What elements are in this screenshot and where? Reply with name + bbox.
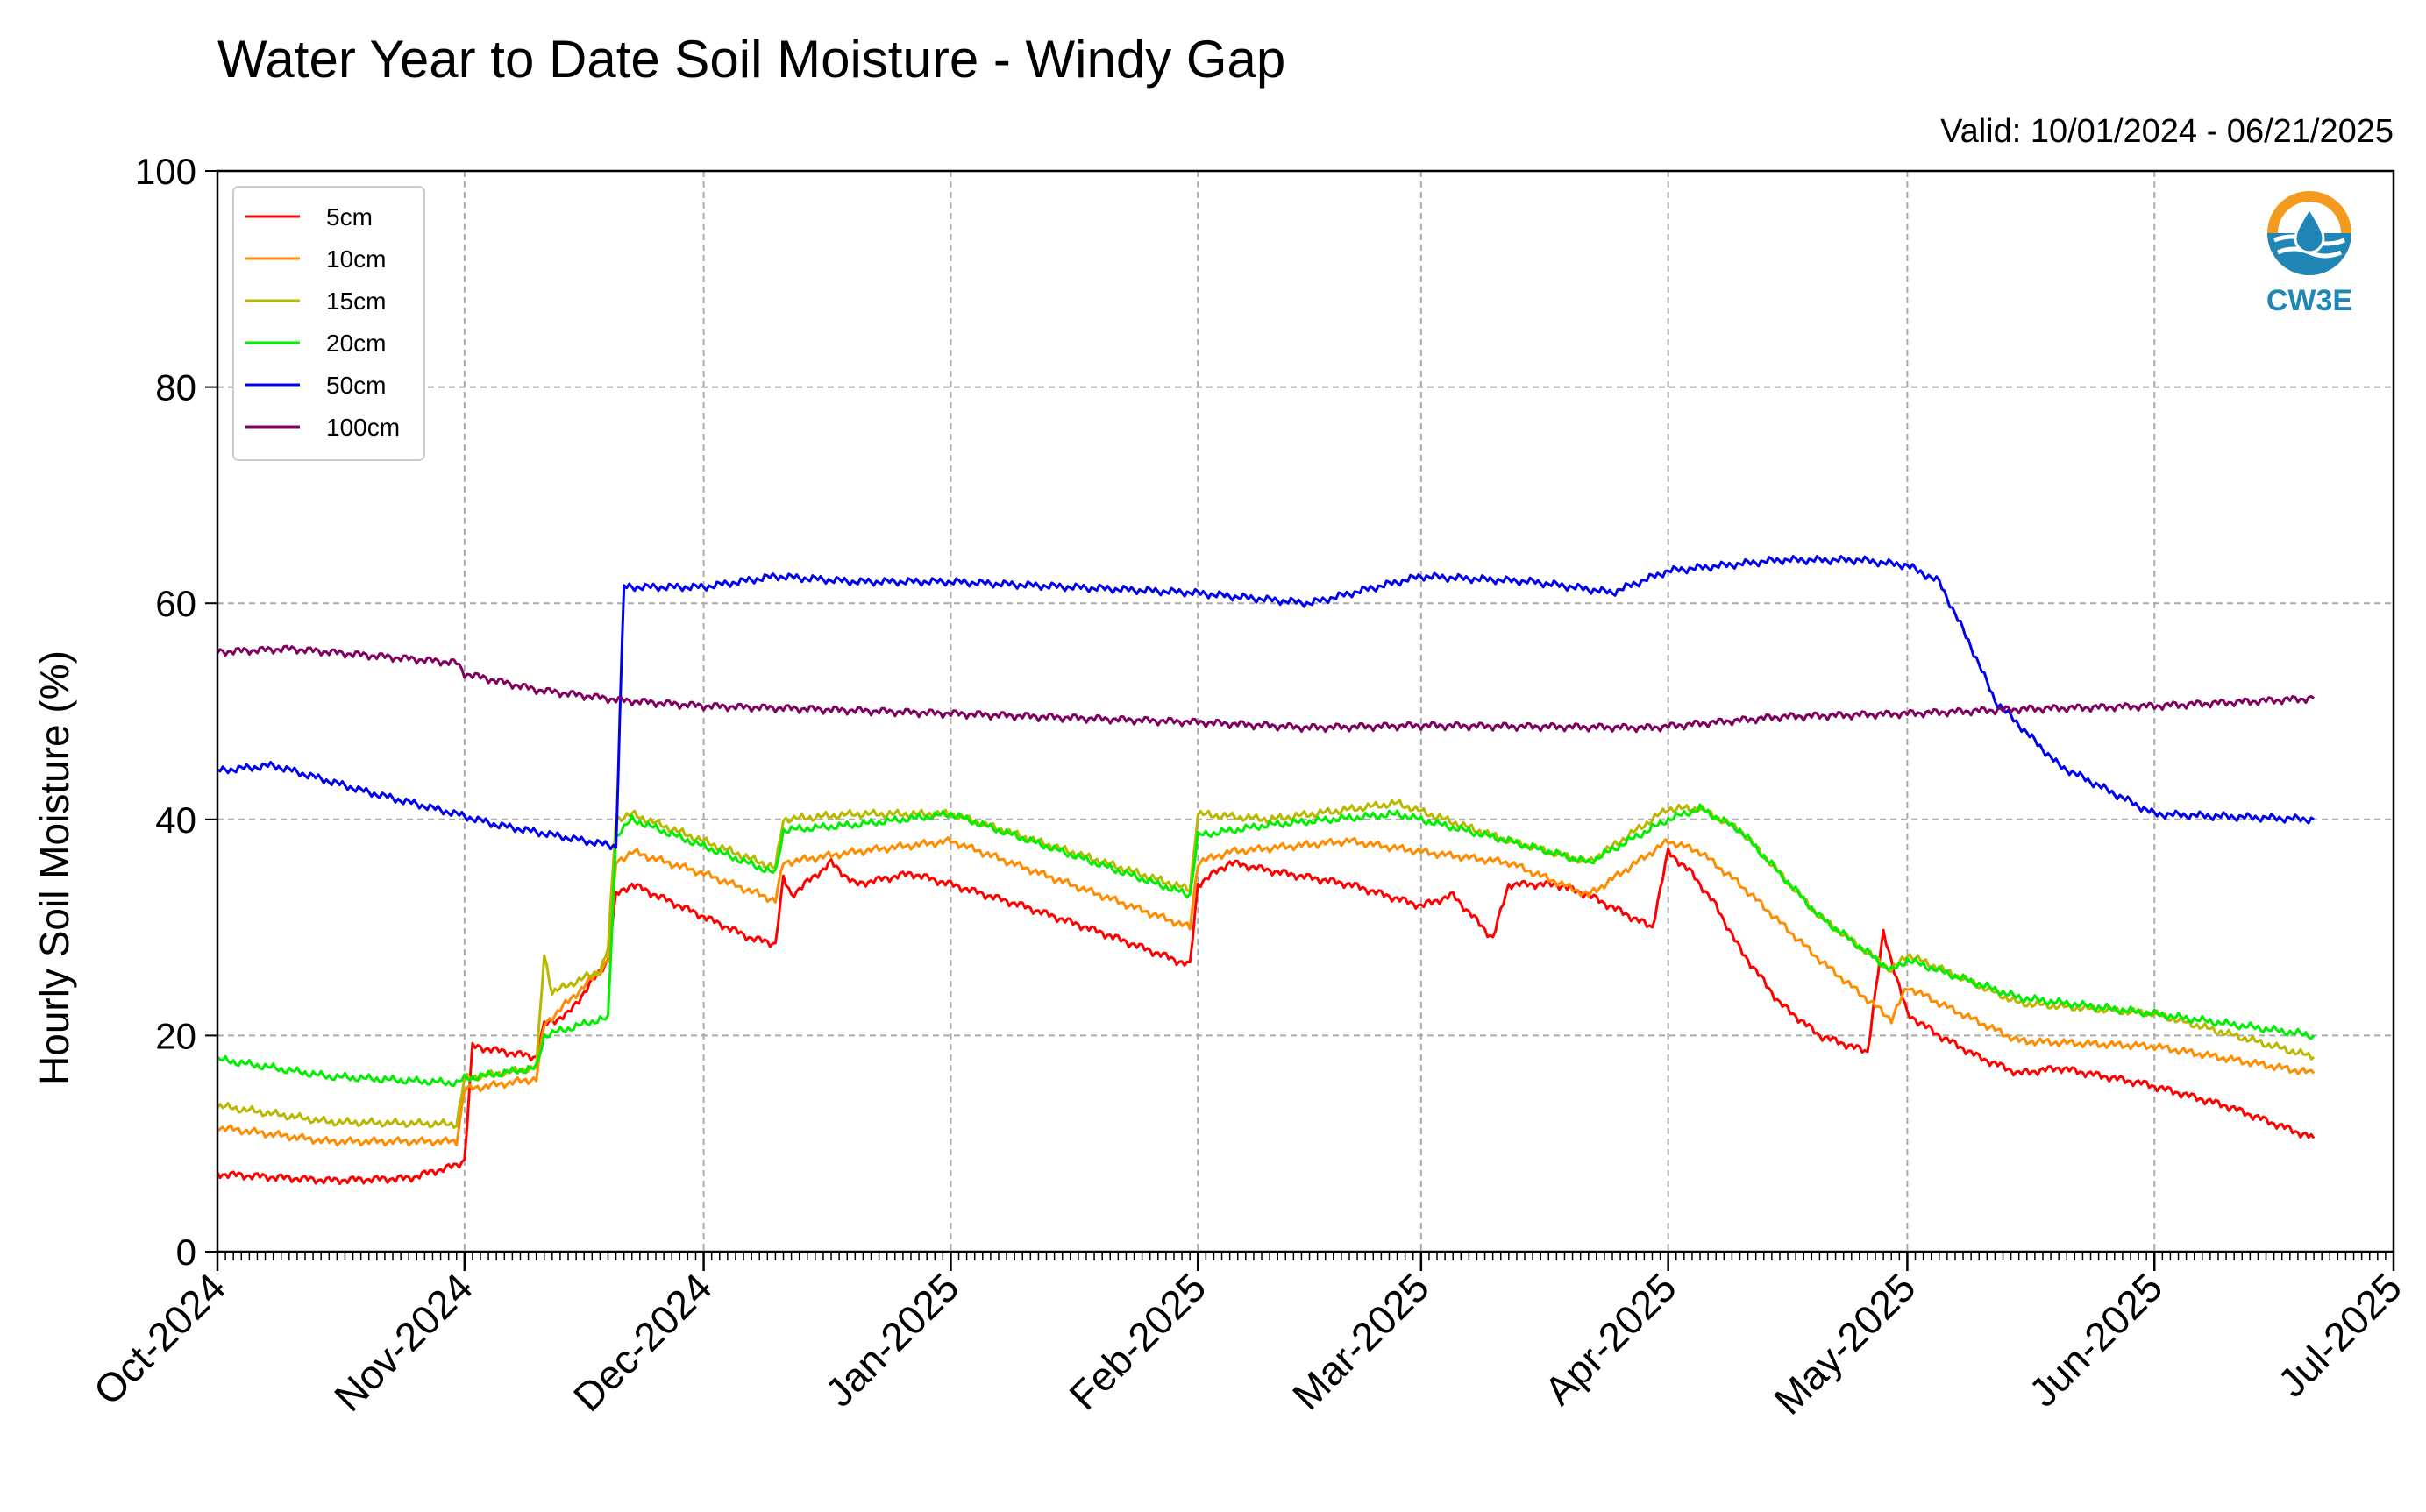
ticks: 0 20 40 60 80 100 Oct-2024 Nov-2024 Dec-2024 Jan-… (85, 151, 2411, 1423)
x-tick-label: Mar-2025 (1284, 1264, 1438, 1418)
series-line-20cm (216, 803, 2316, 1088)
x-tick-label: Apr-2025 (1535, 1264, 1685, 1414)
x-tick-label: Nov-2024 (325, 1264, 481, 1420)
cw3e-logo-text: CW3E (2266, 284, 2352, 317)
y-tick-label: 40 (155, 799, 196, 841)
legend-box (232, 186, 425, 461)
series-layer (216, 555, 2316, 1186)
x-tick-label: May-2025 (1765, 1264, 1924, 1423)
x-tick-label: Jul-2025 (2269, 1264, 2411, 1406)
series-line-100cm (216, 644, 2316, 734)
axes (216, 169, 2395, 1253)
series-line-10cm (217, 836, 2316, 1147)
y-tick-label: 0 (176, 1232, 196, 1273)
x-tick-label: Jun-2025 (2020, 1264, 2171, 1415)
cw3e-logo (2267, 191, 2351, 275)
legend-label: 5cm (326, 203, 373, 231)
x-tick-label: Oct-2024 (85, 1264, 235, 1414)
y-tick-label: 60 (155, 583, 196, 624)
legend-label: 50cm (326, 372, 386, 399)
legend: 5cm 10cm 15cm 20cm 50cm 100cm (232, 186, 425, 461)
legend-label: 20cm (326, 330, 386, 357)
series-line-5cm (216, 848, 2316, 1186)
y-tick-label: 100 (135, 151, 196, 192)
legend-label: 10cm (326, 245, 386, 273)
y-axis-label: Hourly Soil Moisture (%) (32, 650, 77, 1085)
legend-label: 100cm (326, 414, 400, 441)
y-tick-label: 80 (155, 367, 196, 408)
legend-label: 15cm (326, 287, 386, 315)
x-tick-label: Feb-2025 (1060, 1264, 1214, 1418)
plot-frame (216, 169, 2395, 1253)
x-tick-label: Jan-2025 (816, 1264, 967, 1415)
chart-subtitle: Valid: 10/01/2024 - 06/21/2025 (1940, 113, 2394, 150)
y-tick-label: 20 (155, 1015, 196, 1056)
series-line-50cm (217, 555, 2315, 851)
x-tick-label: Dec-2024 (565, 1264, 721, 1420)
chart-title: Water Year to Date Soil Moisture - Windy… (217, 30, 1285, 89)
